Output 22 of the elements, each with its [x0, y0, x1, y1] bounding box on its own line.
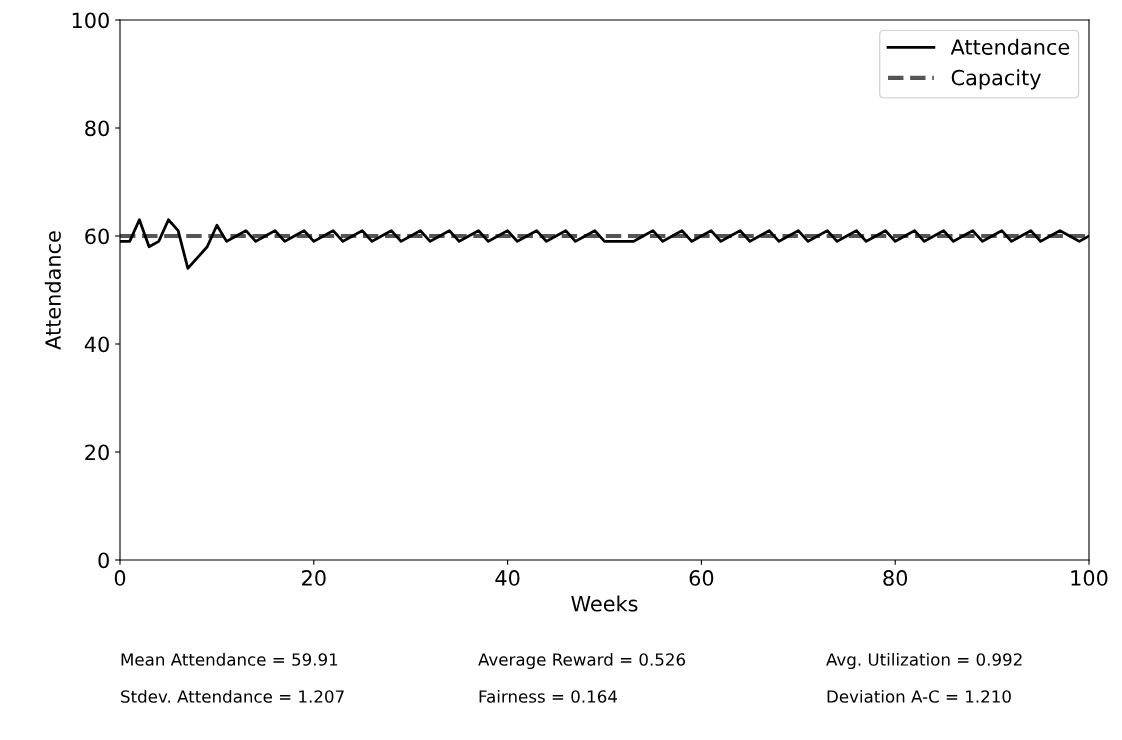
x-axis-title: Weeks [571, 595, 638, 612]
text: Deviation A-C = 1.210 [827, 689, 1011, 703]
text: Avg. Utilization = 0.992 [826, 652, 1022, 670]
y-tick-label: 0 [98, 552, 109, 569]
y-tick-label: 40 [84, 336, 109, 353]
y-tick-label: 20 [85, 444, 109, 461]
x-tick-label: 0 [114, 570, 126, 586]
text: Average Reward = 0.526 [478, 652, 686, 670]
text: Fairness = 0.164 [479, 689, 617, 703]
x-tick-label: 80 [883, 570, 908, 586]
y-axis-title: Attendance [44, 231, 61, 350]
text: Mean Attendance = 59.91 [121, 652, 338, 666]
text: Stdev. Attendance = 1.207 [121, 689, 344, 703]
legend-label: Capacity [951, 69, 1041, 90]
y-tick-label: 60 [85, 228, 109, 245]
x-tick-label: 60 [689, 570, 714, 586]
y-tick-label: 80 [85, 120, 109, 137]
x-tick-label: 100 [1071, 570, 1108, 586]
legend-label: Attendance [950, 38, 1070, 55]
y-tick-label: 100 [72, 12, 109, 29]
x-tick-label: 20 [302, 570, 326, 586]
x-tick-label: 40 [495, 570, 520, 586]
